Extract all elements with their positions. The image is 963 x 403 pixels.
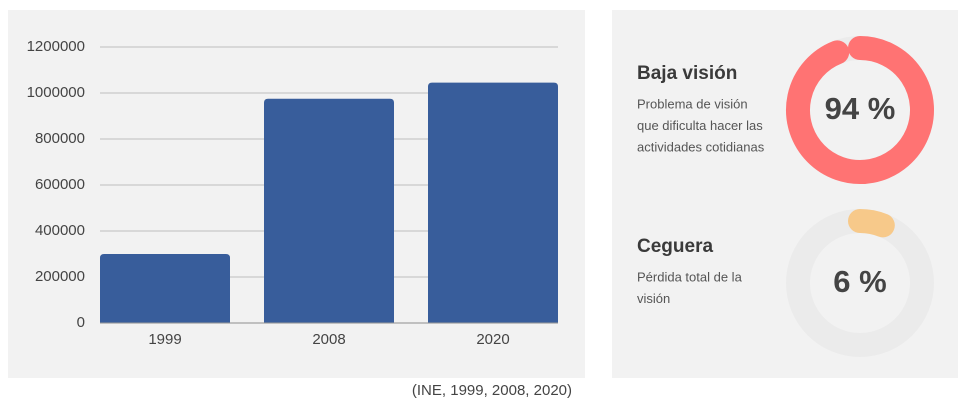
bar [100,254,230,323]
gauge-title: Baja visión [637,63,737,84]
gauge-description: visión [637,291,670,306]
x-tick-label: 2020 [476,331,509,348]
y-tick-label: 1000000 [27,84,85,101]
y-tick-label: 0 [77,314,85,331]
gauge-description: Pérdida total de la [637,269,743,284]
y-tick-label: 1200000 [27,38,85,55]
x-tick-label: 2008 [312,331,345,348]
y-tick-label: 600000 [35,176,85,193]
x-tick-label: 1999 [148,331,181,348]
y-tick-label: 200000 [35,268,85,285]
gauge-description: que dificulta hacer las [637,118,763,133]
donut-value: 6 % [833,264,886,299]
y-tick-label: 400000 [35,222,85,239]
note: (INE, 1999, 2008, 2020) [412,382,572,399]
donut-value: 94 % [825,91,896,126]
donut-arc [848,209,895,238]
bar [264,98,394,323]
gauge-description: actividades cotidianas [637,139,765,154]
donut-arc [786,36,934,184]
y-tick-label: 800000 [35,130,85,147]
gauge-title: Ceguera [637,236,713,257]
gauge-description: Problema de visión [637,96,748,111]
bar [428,82,558,324]
